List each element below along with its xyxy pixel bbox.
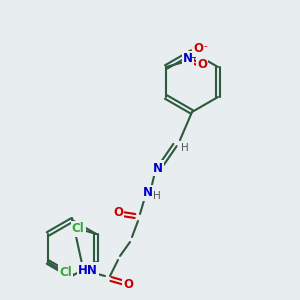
Text: O: O [193,43,203,56]
Text: N: N [143,187,153,200]
Text: Cl: Cl [59,266,72,278]
Text: H: H [153,191,161,201]
Text: N: N [153,161,163,175]
Text: +: + [190,52,198,62]
Text: O: O [113,206,123,218]
Text: HN: HN [78,263,98,277]
Text: O: O [123,278,133,292]
Text: N: N [183,52,193,65]
Text: O: O [197,58,207,71]
Text: -: - [203,41,207,51]
Text: H: H [181,143,189,153]
Text: Cl: Cl [72,223,85,236]
